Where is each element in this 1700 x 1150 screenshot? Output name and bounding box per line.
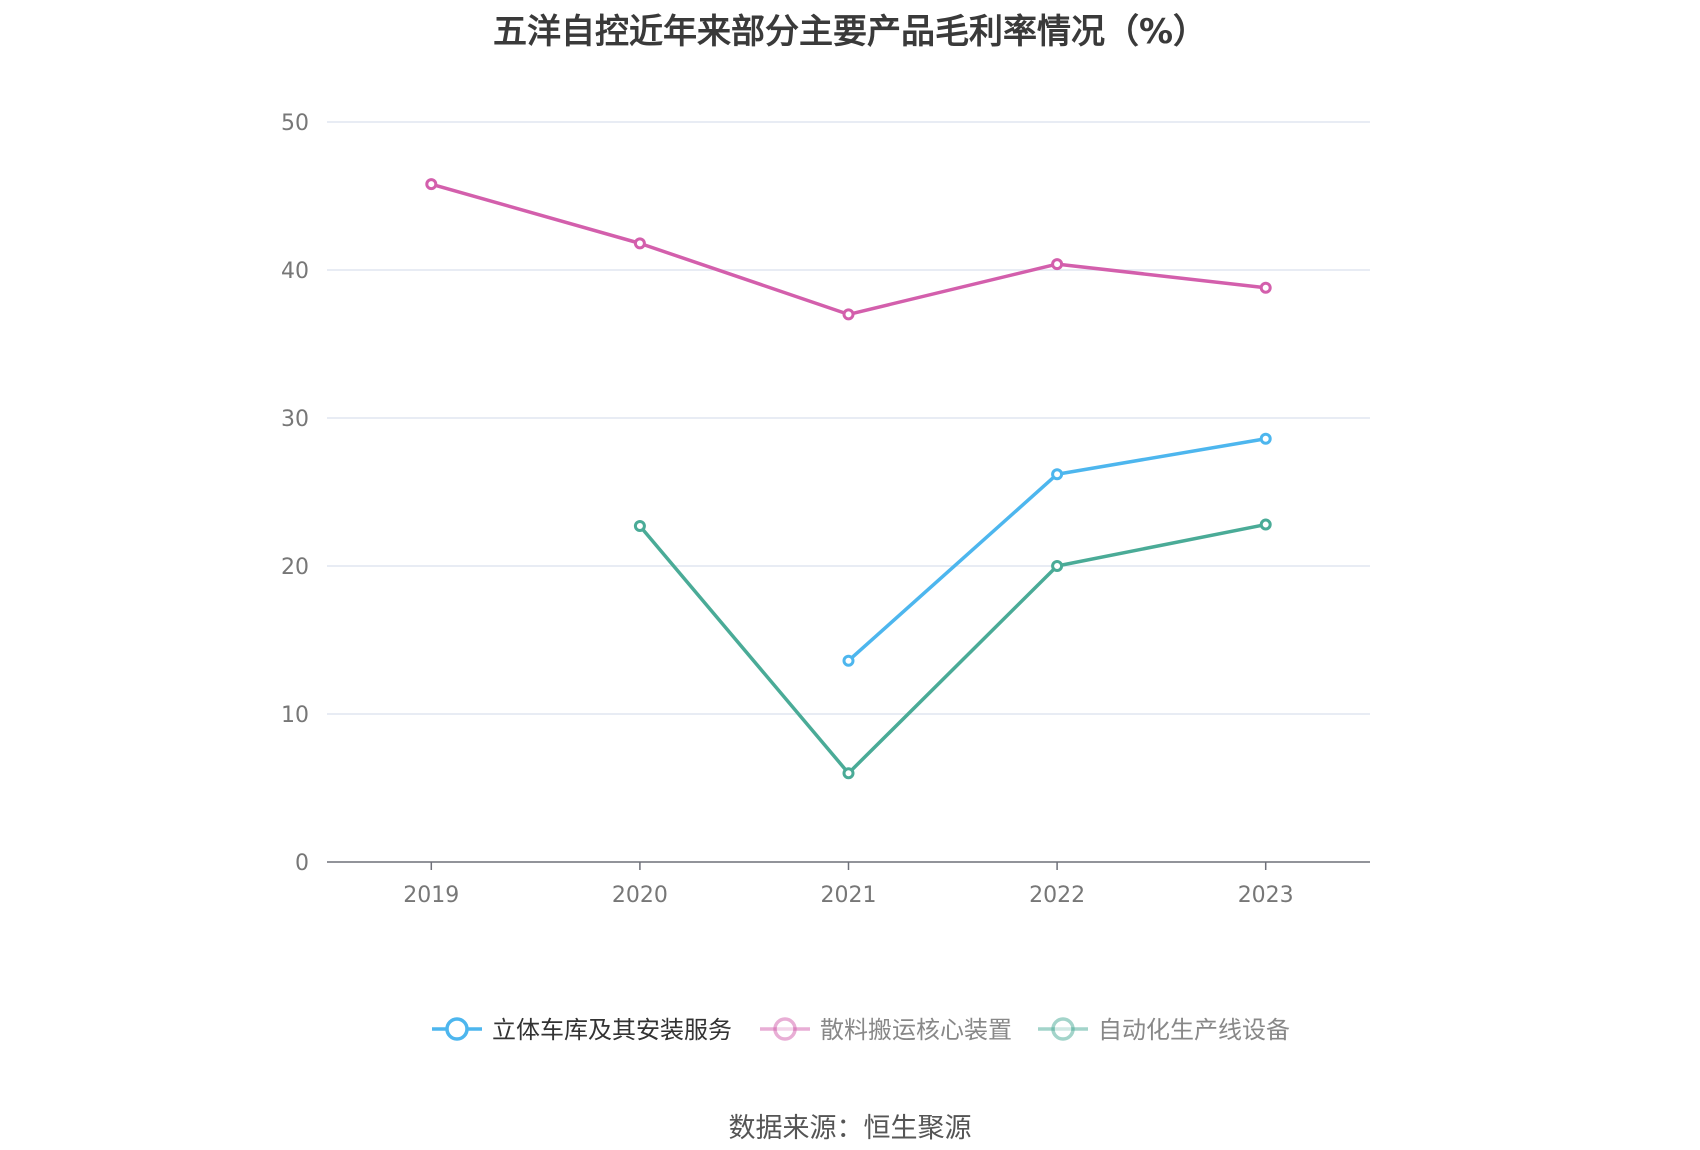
y-tick-label: 20	[281, 555, 309, 580]
data-point	[1051, 560, 1064, 572]
y-tick-label: 30	[281, 407, 309, 432]
y-axis: 0 10 20 30 40 50	[281, 111, 309, 876]
x-tick-label: 2022	[1029, 883, 1085, 908]
legend-label: 自动化生产线设备	[1098, 1016, 1290, 1044]
data-point	[842, 308, 855, 321]
series-lines	[425, 178, 1272, 780]
y-tick-label: 40	[281, 259, 309, 284]
grid-lines	[327, 121, 1370, 715]
data-point	[633, 237, 646, 250]
data-point	[1259, 518, 1272, 531]
x-tick-label: 2021	[821, 883, 877, 908]
series-line	[429, 182, 1268, 317]
source-note: 数据来源：恒生聚源	[728, 1113, 972, 1144]
legend-swatch-marker	[445, 1017, 469, 1041]
data-point	[1259, 281, 1272, 294]
legend-label: 散料搬运核心装置	[820, 1016, 1012, 1044]
legend-item-3: 自动化生产线设备	[1038, 1016, 1290, 1044]
data-point	[425, 178, 438, 191]
x-tick-label: 2023	[1238, 883, 1294, 908]
legend: 立体车库及其安装服务 散料搬运核心装置 自动化生产线设备	[432, 1016, 1290, 1044]
series-3	[633, 518, 1272, 780]
series-1	[842, 432, 1272, 667]
x-tick-label: 2019	[403, 883, 459, 908]
data-point	[842, 654, 855, 667]
data-point	[1051, 258, 1064, 271]
legend-item-2: 散料搬运核心装置	[760, 1016, 1012, 1044]
y-tick-label: 0	[295, 851, 309, 876]
data-point	[633, 520, 646, 533]
y-tick-label: 50	[281, 111, 309, 136]
chart-title: 五洋自控近年来部分主要产品毛利率情况（%）	[492, 12, 1208, 52]
data-point	[842, 767, 855, 780]
legend-item-1: 立体车库及其安装服务	[432, 1016, 732, 1044]
legend-swatch-marker	[773, 1017, 797, 1041]
x-tick-label: 2020	[612, 883, 668, 908]
data-point	[1051, 468, 1064, 481]
data-point	[1259, 432, 1272, 445]
legend-swatch-marker	[1051, 1017, 1075, 1041]
x-axis: 2019 2020 2021 2022 2023	[327, 861, 1370, 908]
series-2	[425, 178, 1272, 321]
series-line	[638, 522, 1268, 775]
legend-label: 立体车库及其安装服务	[492, 1016, 732, 1044]
y-tick-label: 10	[281, 703, 309, 728]
